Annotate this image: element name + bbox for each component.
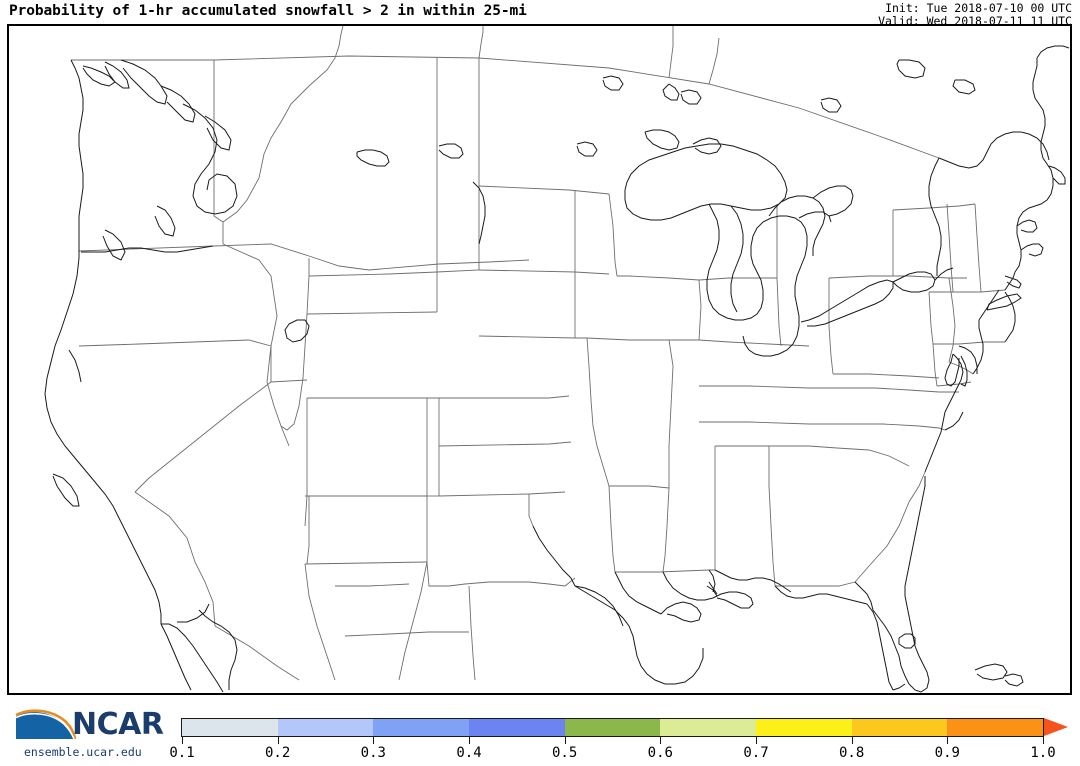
- colorbar-tick-0.9: [947, 737, 949, 744]
- colorbar-segment-0.2-0.3: [277, 719, 374, 736]
- colorbar-label-0.3: 0.3: [360, 745, 386, 761]
- colorbar-label-1.0: 1.0: [1030, 745, 1056, 761]
- colorbar-label-0.6: 0.6: [647, 745, 673, 761]
- colorbar-extend-arrow: [1044, 718, 1068, 736]
- colorbar-label-0.9: 0.9: [934, 745, 960, 761]
- colorbar-segment-0.4-0.5: [469, 719, 565, 736]
- colorbar-segment-0.7-0.8: [756, 719, 852, 736]
- colorbar-tick-1.0: [1043, 737, 1044, 744]
- colorbar-tick-labels: 0.1 0.2 0.3 0.4 0.5 0.6 0.7 0.8 0.9 1.0: [169, 745, 1055, 761]
- colorbar-segment-0.6-0.7: [660, 719, 757, 736]
- colorbar-tick-0.6: [660, 737, 662, 744]
- page-title: Probability of 1-hr accumulated snowfall…: [9, 3, 527, 19]
- coastlines-and-lakes: [44, 45, 1070, 693]
- colorbar-segment-0.5-0.6: [564, 719, 661, 736]
- colorbar-tick-0.7: [756, 737, 757, 744]
- colorbar-label-0.5: 0.5: [552, 745, 578, 761]
- colorbar-label-0.2: 0.2: [265, 745, 291, 761]
- colorbar-label-0.4: 0.4: [456, 745, 482, 761]
- ncar-url-label: ensemble.ucar.edu: [24, 745, 142, 759]
- colorbar-tick-0.5: [564, 737, 566, 744]
- colorbar-tick-0.1: [182, 737, 183, 744]
- colorbar-label-0.7: 0.7: [743, 745, 769, 761]
- colorbar-segment-0.3-0.4: [373, 719, 470, 736]
- map-panel[interactable]: [7, 24, 1072, 695]
- colorbar-tick-0.2: [277, 737, 279, 744]
- ncar-wordmark: NCAR: [72, 707, 164, 742]
- colorbar-ticks: [181, 737, 1044, 745]
- ncar-swoosh-logo: [15, 709, 76, 740]
- colorbar-tick-0.8: [851, 737, 853, 744]
- colorbar[interactable]: 0.1 0.2 0.3 0.4 0.5 0.6 0.7 0.8 0.9 1.0: [169, 718, 1069, 762]
- ncar-logo-block[interactable]: NCAR ensemble.ucar.edu: [6, 704, 174, 762]
- map-background: [9, 26, 1070, 693]
- init-time-label: Init: Tue 2018-07-10 00 UTC: [885, 1, 1072, 15]
- colorbar-label-0.1: 0.1: [169, 745, 195, 761]
- colorbar-segment-0.1-0.2: [182, 719, 278, 736]
- colorbar-tick-0.3: [373, 737, 375, 744]
- colorbar-segments: [181, 718, 1044, 737]
- colorbar-label-0.8: 0.8: [839, 745, 865, 761]
- colorbar-segment-0.8-0.9: [851, 719, 948, 736]
- colorbar-tick-0.4: [469, 737, 470, 744]
- conus-map-svg: [9, 26, 1070, 693]
- colorbar-segment-0.9-1.0: [947, 719, 1044, 736]
- state-boundaries: [71, 26, 1006, 681]
